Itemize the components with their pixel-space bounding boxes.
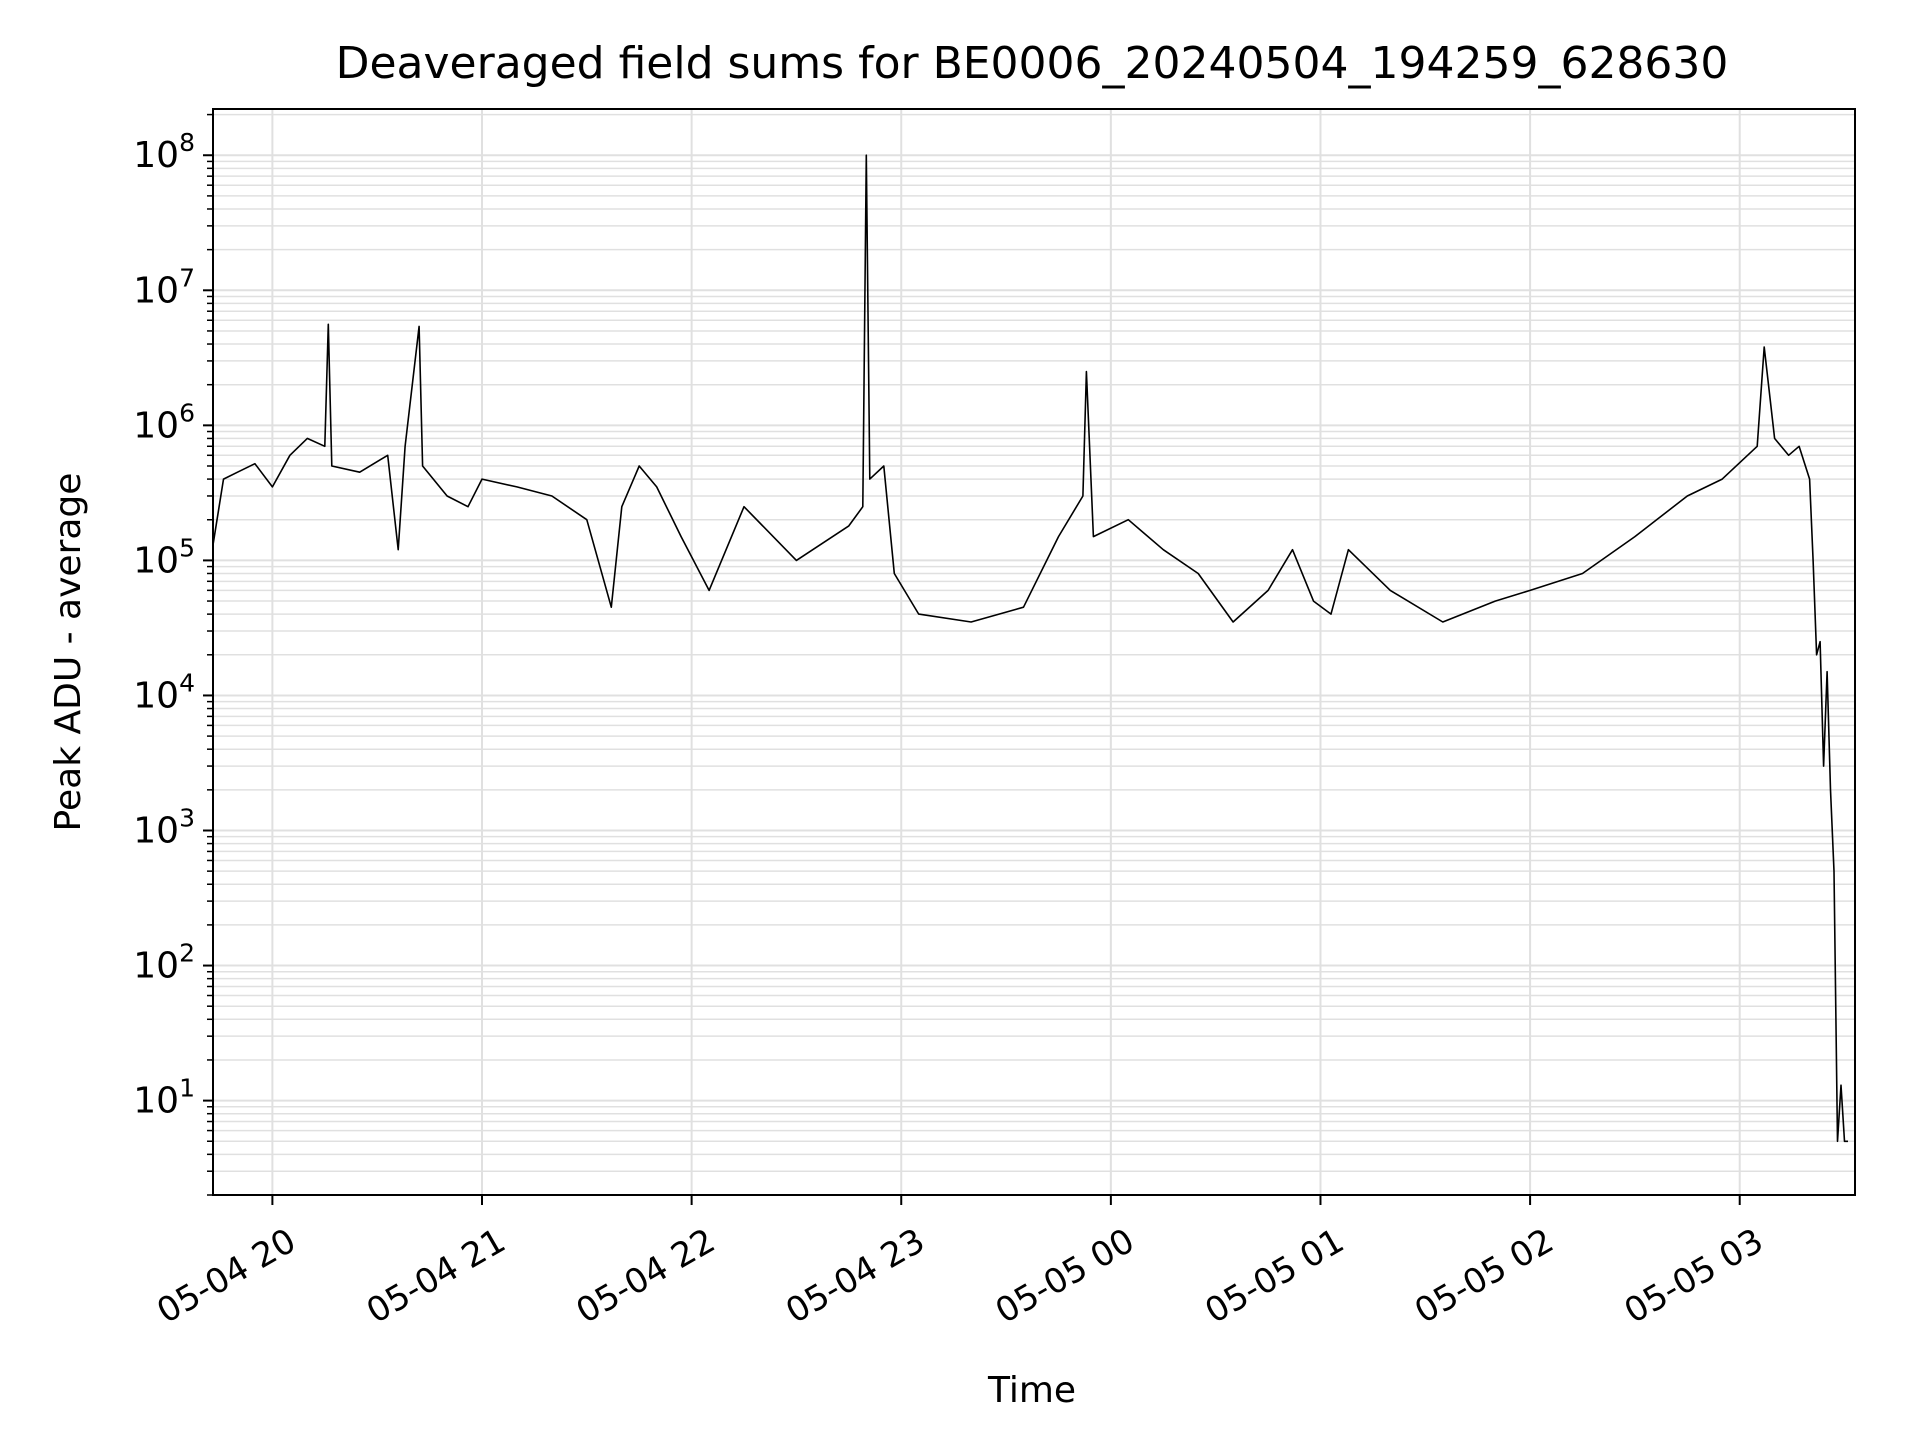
y-tick-label: 103 [133, 804, 195, 852]
series-line [212, 154, 1848, 1143]
y-tick-label: 105 [133, 533, 195, 581]
series-line-group [212, 154, 1848, 1143]
x-axis-label: Time [987, 1370, 1076, 1411]
y-tick-label: 104 [133, 668, 195, 716]
y-tick-label: 102 [133, 939, 195, 987]
y-tick-label: 108 [133, 128, 195, 176]
y-tick-label: 107 [133, 263, 195, 311]
y-axis: 101 102 103 104 105 106 107 108 [133, 113, 213, 1196]
plot-frame [212, 108, 1856, 1196]
grid [213, 109, 1855, 1196]
chart-title: Deaveraged field sums for BE0006_2024050… [336, 38, 1729, 89]
y-axis-label: Peak ADU - average [48, 473, 89, 832]
y-tick-label: 106 [133, 398, 195, 446]
y-tick-label: 101 [133, 1074, 195, 1122]
